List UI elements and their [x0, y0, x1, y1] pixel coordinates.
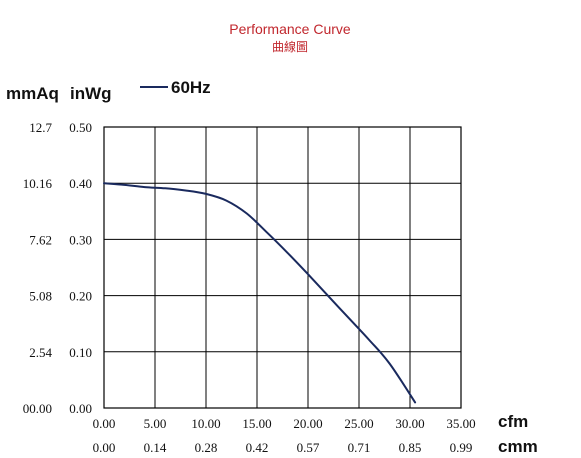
x-tick-label-cmm: 0.28 [195, 440, 218, 455]
y-tick-label-inwg: 0.50 [69, 120, 92, 135]
x-unit-cfm: cfm [498, 412, 528, 431]
y-unit-inwg: inWg [70, 84, 112, 103]
x-tick-label-cfm: 5.00 [144, 416, 167, 431]
plot-frame [103, 126, 462, 409]
y-unit-mmaq: mmAq [6, 84, 59, 103]
series-point-60hz [185, 190, 187, 192]
x-unit-cmm: cmm [498, 437, 538, 456]
series-point-60hz [368, 339, 370, 341]
series-point-60hz [328, 295, 330, 297]
x-tick-label-cfm: 15.00 [242, 416, 271, 431]
series-point-60hz [144, 186, 146, 188]
y-tick-label-inwg: 0.10 [69, 345, 92, 360]
series-point-60hz [348, 317, 350, 319]
y-tick-label-inwg: 0.00 [69, 401, 92, 416]
y-tick-label-mmaq: 00.00 [23, 401, 52, 416]
series-point-60hz [414, 401, 416, 403]
chart-subtitle: 曲線圖 [272, 39, 308, 54]
y-axis-inwg: 0.00 0.10 0.20 0.30 0.40 0.50 [69, 120, 92, 416]
x-tick-label-cfm: 25.00 [344, 416, 373, 431]
x-tick-label-cfm: 0.00 [93, 416, 116, 431]
x-tick-label-cfm: 30.00 [395, 416, 424, 431]
x-tick-label-cmm: 0.71 [348, 440, 371, 455]
series-point-60hz [287, 252, 289, 254]
x-tick-label-cmm: 0.85 [399, 440, 422, 455]
x-axis-cfm: 0.00 5.00 10.00 15.00 20.00 25.00 30.00 35.00 [93, 416, 476, 431]
series-line-60hz [103, 182, 417, 404]
x-tick-label-cmm: 0.99 [450, 440, 473, 455]
x-tick-label-cmm: 0.42 [246, 440, 269, 455]
series-points-60hz [103, 182, 416, 403]
series-point-60hz [124, 184, 126, 186]
y-tick-label-mmaq: 2.54 [29, 345, 52, 360]
y-tick-label-mmaq: 7.62 [29, 232, 52, 247]
x-tick-label-cmm: 0.14 [144, 440, 167, 455]
y-tick-label-mmaq: 10.16 [23, 176, 53, 191]
series-point-60hz [164, 187, 166, 189]
series-point-60hz [103, 182, 105, 184]
series-point-60hz [226, 200, 228, 202]
legend-label-60hz: 60Hz [171, 78, 211, 97]
y-tick-label-inwg: 0.30 [69, 232, 92, 247]
grid-lines [104, 127, 461, 408]
y-axis-mmaq: 00.00 2.54 5.08 7.62 10.16 12.7 [23, 120, 53, 416]
x-tick-label-cfm: 10.00 [191, 416, 220, 431]
x-tick-label-cfm: 20.00 [293, 416, 322, 431]
series-point-60hz [205, 193, 207, 195]
y-tick-label-inwg: 0.40 [69, 176, 92, 191]
series-point-60hz [246, 213, 248, 215]
y-tick-label-inwg: 0.20 [69, 289, 92, 304]
x-axis-cmm: 0.00 0.14 0.28 0.42 0.57 0.71 0.85 0.99 [93, 440, 473, 455]
series-point-60hz [307, 273, 309, 275]
y-tick-label-mmaq: 5.08 [29, 289, 52, 304]
y-tick-label-mmaq: 12.7 [29, 120, 52, 135]
series-point-60hz [266, 232, 268, 234]
x-tick-label-cmm: 0.00 [93, 440, 116, 455]
chart-title: Performance Curve [229, 21, 351, 37]
series-point-60hz [389, 363, 391, 365]
x-tick-label-cfm: 35.00 [446, 416, 475, 431]
x-tick-label-cmm: 0.57 [297, 440, 320, 455]
